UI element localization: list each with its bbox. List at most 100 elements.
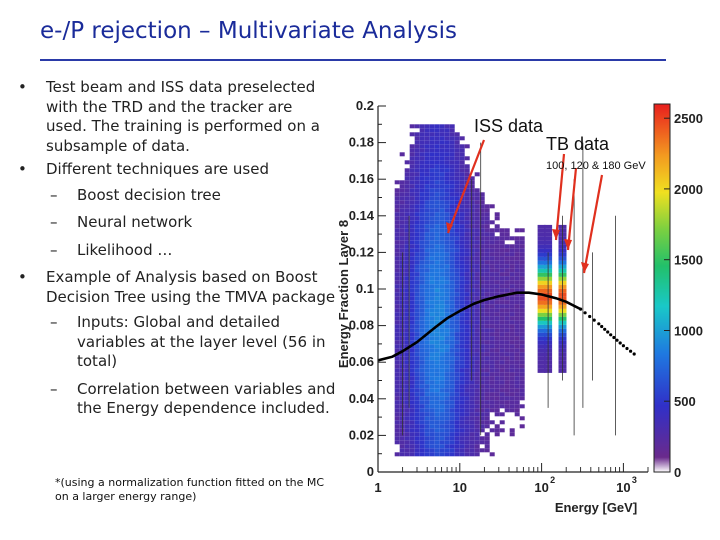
- heatmap-cell: [469, 432, 475, 437]
- heatmap-cell: [394, 452, 400, 457]
- heatmap-cell: [459, 388, 465, 393]
- heatmap-cell: [484, 204, 490, 209]
- sub-bullet-text: Correlation between variables and the En…: [77, 379, 336, 418]
- heatmap-cell: [414, 332, 420, 337]
- heatmap-cell: [519, 404, 525, 409]
- heatmap-cell: [409, 436, 415, 441]
- heatmap-cell: [404, 224, 410, 229]
- heatmap-cell: [444, 392, 450, 397]
- heatmap-cell: [424, 404, 430, 409]
- heatmap-cell: [499, 428, 505, 433]
- heatmap-cell: [509, 376, 515, 381]
- heatmap-cell: [409, 272, 415, 277]
- heatmap-cell: [419, 452, 425, 457]
- heatmap-cell: [494, 388, 500, 393]
- heatmap-cell: [434, 268, 440, 273]
- heatmap-cell: [419, 264, 425, 269]
- heatmap-cell: [459, 268, 465, 273]
- heatmap-cell: [474, 200, 480, 205]
- heatmap-cell: [434, 416, 440, 421]
- heatmap-cell: [424, 188, 430, 193]
- heatmap-cell: [404, 440, 410, 445]
- heatmap-cell: [509, 364, 515, 369]
- heatmap-cell: [494, 264, 500, 269]
- heatmap-cell: [484, 432, 490, 437]
- heatmap-cell: [414, 148, 420, 153]
- heatmap-cell: [414, 392, 420, 397]
- heatmap-cell: [429, 268, 435, 273]
- heatmap-cell: [494, 212, 500, 217]
- heatmap-cell: [414, 132, 420, 137]
- heatmap-cell: [469, 196, 475, 201]
- heatmap-cell: [449, 160, 455, 165]
- heatmap-cell: [454, 444, 460, 449]
- heatmap-cell: [399, 196, 405, 201]
- heatmap-cell: [419, 348, 425, 353]
- heatmap-cell: [409, 156, 415, 161]
- heatmap-cell: [509, 244, 515, 249]
- heatmap-cell: [444, 452, 450, 457]
- heatmap-cell: [509, 388, 515, 393]
- heatmap-cell: [494, 328, 500, 333]
- heatmap-cell: [489, 392, 495, 397]
- heatmap-cell: [464, 196, 470, 201]
- heatmap-cell: [449, 276, 455, 281]
- heatmap-cell: [509, 352, 515, 357]
- heatmap-cell: [469, 236, 475, 241]
- heatmap-cell: [409, 280, 415, 285]
- heatmap-cell: [514, 352, 520, 357]
- testbeam-cell: [537, 364, 546, 369]
- heatmap-cell: [394, 432, 400, 437]
- heatmap-cell: [494, 384, 500, 389]
- plot-axes: 00.020.040.060.080.10.120.140.160.180.21…: [349, 98, 649, 495]
- heatmap-cell: [419, 152, 425, 157]
- heatmap-cell: [439, 276, 445, 281]
- heatmap-cell: [394, 428, 400, 433]
- heatmap-cell: [439, 200, 445, 205]
- heatmap-cell: [459, 224, 465, 229]
- heatmap-cell: [464, 164, 470, 169]
- heatmap-cell: [489, 272, 495, 277]
- heatmap-cell: [434, 164, 440, 169]
- heatmap-cell: [424, 420, 430, 425]
- heatmap-cell: [489, 352, 495, 357]
- heatmap-cell: [519, 256, 525, 261]
- heatmap-cell: [479, 292, 485, 297]
- heatmap-cell: [399, 236, 405, 241]
- dash-icon: –: [50, 185, 58, 204]
- heatmap-cell: [464, 236, 470, 241]
- heatmap-cell: [434, 148, 440, 153]
- heatmap-cell: [424, 176, 430, 181]
- heatmap-cell: [489, 284, 495, 289]
- heatmap-cell: [439, 380, 445, 385]
- heatmap-cell: [404, 380, 410, 385]
- heatmap-cell: [419, 372, 425, 377]
- heatmap-cell: [419, 444, 425, 449]
- heatmap-cell: [409, 216, 415, 221]
- heatmap-cell: [504, 352, 510, 357]
- heatmap-cell: [444, 356, 450, 361]
- heatmap-cell: [499, 372, 505, 377]
- heatmap-cell: [419, 244, 425, 249]
- heatmap-cell: [499, 348, 505, 353]
- heatmap-cell: [449, 416, 455, 421]
- heatmap-cell: [484, 292, 490, 297]
- heatmap-cell: [464, 276, 470, 281]
- heatmap-cell: [509, 404, 515, 409]
- heatmap-cell: [409, 256, 415, 261]
- heatmap-cell: [449, 240, 455, 245]
- heatmap-cell: [464, 368, 470, 373]
- heatmap-cell: [479, 192, 485, 197]
- heatmap-cell: [469, 264, 475, 269]
- heatmap-cell: [449, 412, 455, 417]
- heatmap-cell: [439, 336, 445, 341]
- heatmap-cell: [474, 416, 480, 421]
- heatmap-cell: [464, 284, 470, 289]
- heatmap-cell: [414, 180, 420, 185]
- heatmap-cell: [444, 260, 450, 265]
- heatmap-cell: [404, 268, 410, 273]
- heatmap-cell: [459, 444, 465, 449]
- heatmap-cell: [469, 228, 475, 233]
- heatmap-cell: [469, 248, 475, 253]
- heatmap-cell: [474, 252, 480, 257]
